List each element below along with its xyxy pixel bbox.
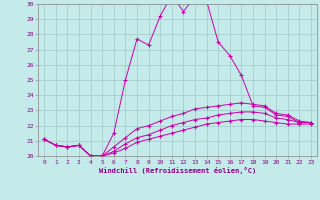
- X-axis label: Windchill (Refroidissement éolien,°C): Windchill (Refroidissement éolien,°C): [99, 167, 256, 174]
